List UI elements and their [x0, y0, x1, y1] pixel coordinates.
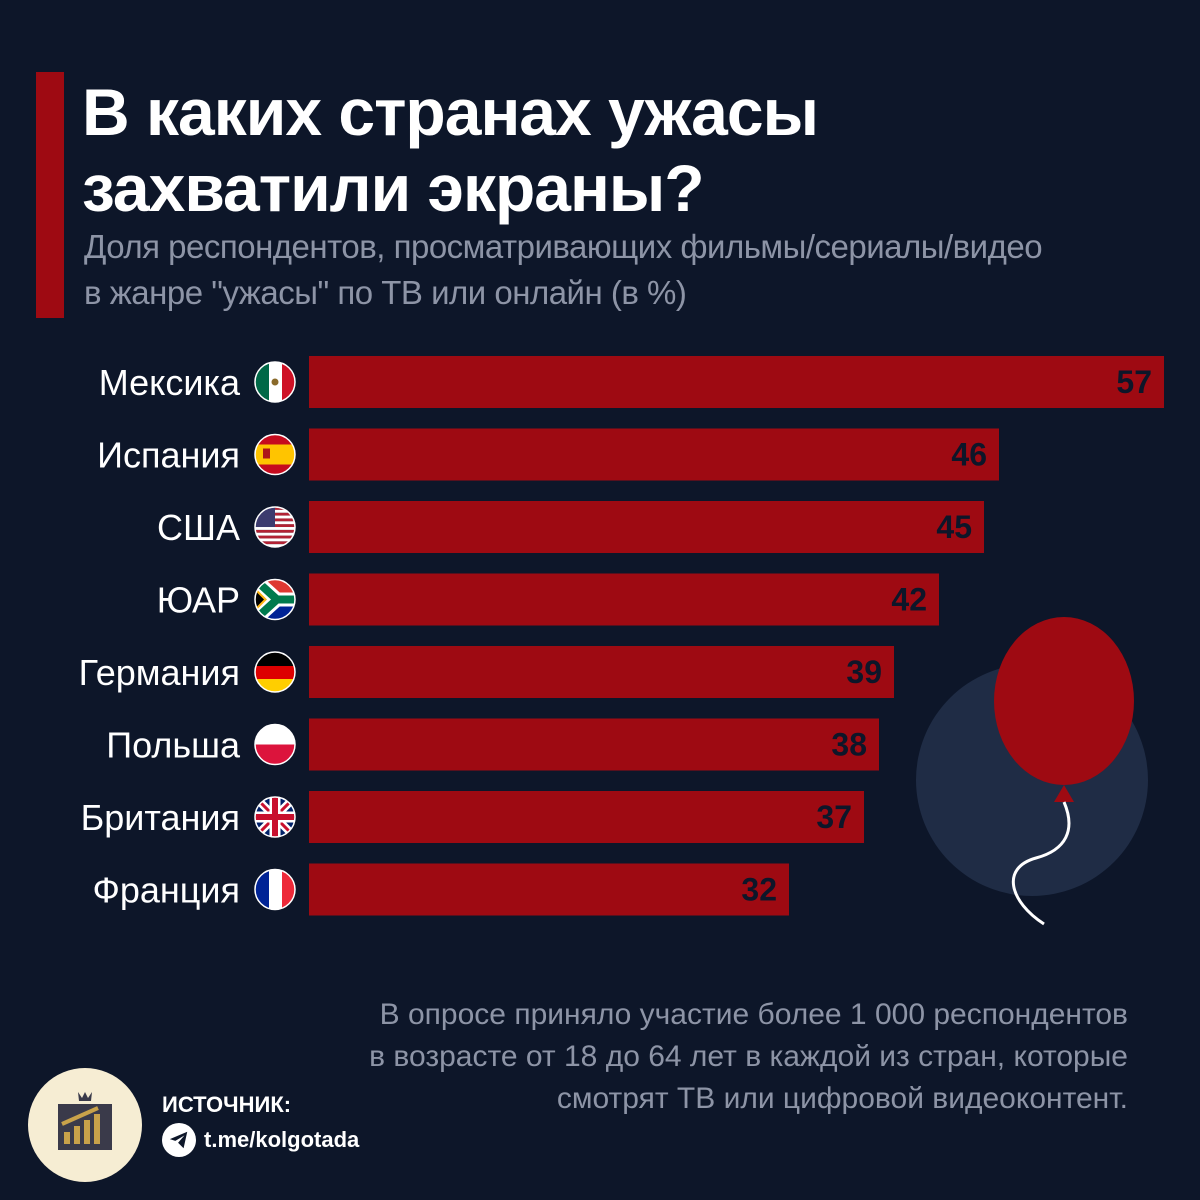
flag-outline	[254, 433, 296, 476]
bar	[309, 646, 894, 698]
flag-outline	[254, 723, 296, 766]
bar	[309, 501, 984, 553]
bar-value-label: 45	[936, 509, 972, 545]
country-label: Польша	[106, 725, 241, 766]
footnote-line-1: В опросе приняло участие более 1 000 рес…	[379, 998, 1128, 1031]
subtitle-line-2: в жанре "ужасы" по ТВ или онлайн (в %)	[84, 274, 687, 311]
flag-outline	[254, 361, 296, 403]
subtitle-line-1: Доля респондентов, просматривающих фильм…	[84, 228, 1043, 265]
country-label: ЮАР	[157, 580, 240, 621]
title-accent-bar	[36, 72, 64, 318]
chart-subtitle: Доля респондентов, просматривающих фильм…	[84, 224, 1194, 316]
telegram-icon	[162, 1123, 196, 1157]
bar-value-label: 32	[741, 872, 777, 908]
bar	[309, 428, 999, 481]
flag-outline	[254, 578, 296, 621]
source-link[interactable]: t.me/kolgotada	[162, 1122, 359, 1158]
bar	[309, 863, 789, 916]
footnote-line-3: смотрят ТВ или цифровой видеоконтент.	[556, 1082, 1128, 1115]
chart-logo-icon	[58, 1092, 112, 1150]
flag-outline	[254, 868, 296, 911]
country-label: Мексика	[99, 362, 241, 403]
bar-value-label: 46	[951, 437, 987, 473]
country-label: Британия	[81, 797, 240, 838]
flag-outline	[254, 796, 296, 838]
survey-footnote: В опросе приняло участие более 1 000 рес…	[228, 994, 1128, 1120]
bar	[309, 356, 1164, 408]
flag-outline	[254, 506, 296, 548]
bar-value-label: 57	[1116, 364, 1152, 400]
uk-flag-icon	[255, 797, 295, 837]
source-link-text[interactable]: t.me/kolgotada	[204, 1127, 360, 1152]
country-label: Германия	[79, 652, 240, 693]
south-africa-flag-icon	[255, 579, 295, 620]
bar-value-label: 42	[891, 582, 927, 618]
country-label: США	[157, 507, 240, 548]
bar-value-label: 38	[831, 727, 867, 763]
bar-value-label: 37	[816, 799, 852, 835]
bar-value-label: 39	[846, 654, 882, 690]
source-label: ИСТОЧНИК:	[162, 1092, 292, 1117]
title-line-2: захватили экраны?	[82, 151, 705, 225]
brand-logo	[28, 1068, 142, 1182]
bar	[309, 791, 864, 843]
footnote-line-2: в возрасте от 18 до 64 лет в каждой из с…	[369, 1040, 1128, 1073]
page-title: В каких странах ужасы захватили экраны?	[82, 74, 1082, 226]
country-label: Франция	[92, 870, 240, 911]
flag-outline	[254, 651, 296, 693]
usa-flag-icon	[255, 507, 295, 547]
spain-flag-icon	[255, 434, 295, 475]
bar	[309, 573, 939, 626]
title-line-1: В каких странах ужасы	[82, 75, 819, 149]
country-label: Испания	[97, 435, 240, 476]
bar	[309, 718, 879, 771]
poland-flag-icon	[255, 724, 295, 765]
